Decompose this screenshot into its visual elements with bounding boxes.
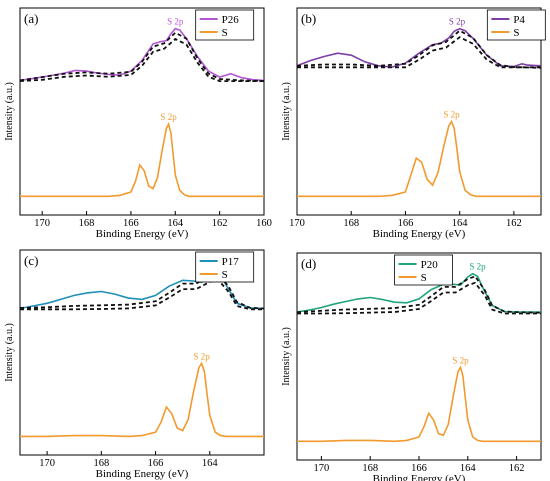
legend: P4S [486, 9, 546, 41]
x-tick-label: 168 [93, 458, 109, 469]
peak-annotation: S 2p [167, 17, 184, 27]
legend-label: S [513, 27, 519, 39]
chart-panel-b: 170 168 166 164 162 Binding Energy (eV) Intens… [281, 7, 546, 240]
legend-label: P17 [222, 256, 240, 268]
x-tick-label: 166 [148, 458, 164, 469]
chart-panel-a: 170 168 166 164 162 160 Binding Energy (eV) Int… [4, 7, 272, 240]
legend-box [195, 251, 255, 283]
peak-annotation: S 2p [194, 351, 211, 361]
x-tick-label: 166 [398, 218, 414, 229]
plot-frame [19, 7, 265, 216]
x-tick-label: 168 [343, 218, 359, 229]
fit-component-curve [19, 37, 264, 82]
series-p26-line [19, 27, 265, 82]
x-tick-label: 162 [212, 218, 228, 229]
peak-annotation: S 2p [449, 17, 466, 27]
y-axis-label: Intensity (a.u.) [281, 82, 292, 141]
panel-label: (a) [24, 11, 38, 26]
x-tick-label: 162 [506, 218, 522, 229]
x-axis-label: Binding Energy (eV) [96, 468, 189, 480]
panel-label: (b) [301, 11, 316, 26]
peak-annotation: S 2p [469, 262, 486, 272]
x-tick-label: 170 [39, 458, 55, 469]
legend-label: S [421, 272, 427, 284]
fit-envelope-curve [19, 31, 265, 82]
peak-annotation: S 2p [160, 112, 177, 122]
legend-label: P20 [421, 259, 439, 271]
x-tick-label: 166 [411, 463, 427, 474]
legend-box [195, 9, 255, 41]
x-tick-label: 170 [314, 463, 330, 474]
fit-envelope-curve [296, 29, 542, 69]
fit-component-curve [297, 36, 541, 69]
x-tick-label: 170 [34, 218, 50, 229]
legend-label: S [222, 27, 228, 39]
x-tick-label: 168 [362, 463, 378, 474]
x-tick-label: 160 [256, 218, 272, 229]
plot-frame [19, 249, 265, 456]
y-axis-label: Intensity (a.u.) [281, 327, 292, 386]
panel-label: (c) [24, 253, 38, 268]
plot-frame [296, 7, 542, 216]
series-s-line [297, 365, 541, 443]
x-tick-label: 164 [167, 218, 184, 229]
legend-label: P4 [513, 14, 525, 26]
legend-label: P26 [222, 14, 240, 26]
series-s-line [20, 121, 264, 198]
x-tick-label: 162 [509, 463, 525, 474]
chart-panel-c: 170 168 166 164 Binding Energy (eV) Intensity… [4, 249, 265, 480]
x-tick-label: 164 [460, 463, 477, 474]
peak-annotation: S 2p [443, 110, 460, 120]
legend-label: S [222, 269, 228, 281]
x-tick-label: 170 [289, 218, 305, 229]
x-tick-label: 164 [452, 218, 469, 229]
series-s-line [20, 361, 264, 438]
x-tick-label: 168 [79, 218, 95, 229]
fit-component-curve [297, 281, 541, 315]
peak-annotation: S 2p [452, 355, 469, 365]
series-p20-line [296, 272, 541, 313]
fit-envelope-curve [296, 275, 542, 314]
x-axis-label: Binding Energy (eV) [373, 473, 466, 481]
x-tick-label: 164 [202, 458, 219, 469]
y-axis-label: Intensity (a.u.) [4, 323, 15, 382]
fit-envelope-curve [19, 272, 265, 310]
panel-label: (d) [301, 256, 316, 271]
x-axis-label: Binding Energy (eV) [96, 228, 189, 240]
legend-box [394, 254, 454, 286]
series-s-line [297, 119, 541, 198]
chart-panel-d: 170 168 166 164 162 Binding Energy (eV) Intens… [281, 252, 542, 481]
legend-box [486, 9, 546, 41]
fit-component-curve [20, 278, 264, 311]
y-axis-label: Intensity (a.u.) [4, 82, 15, 141]
x-axis-label: Binding Energy (eV) [373, 228, 466, 240]
x-tick-label: 166 [123, 218, 139, 229]
